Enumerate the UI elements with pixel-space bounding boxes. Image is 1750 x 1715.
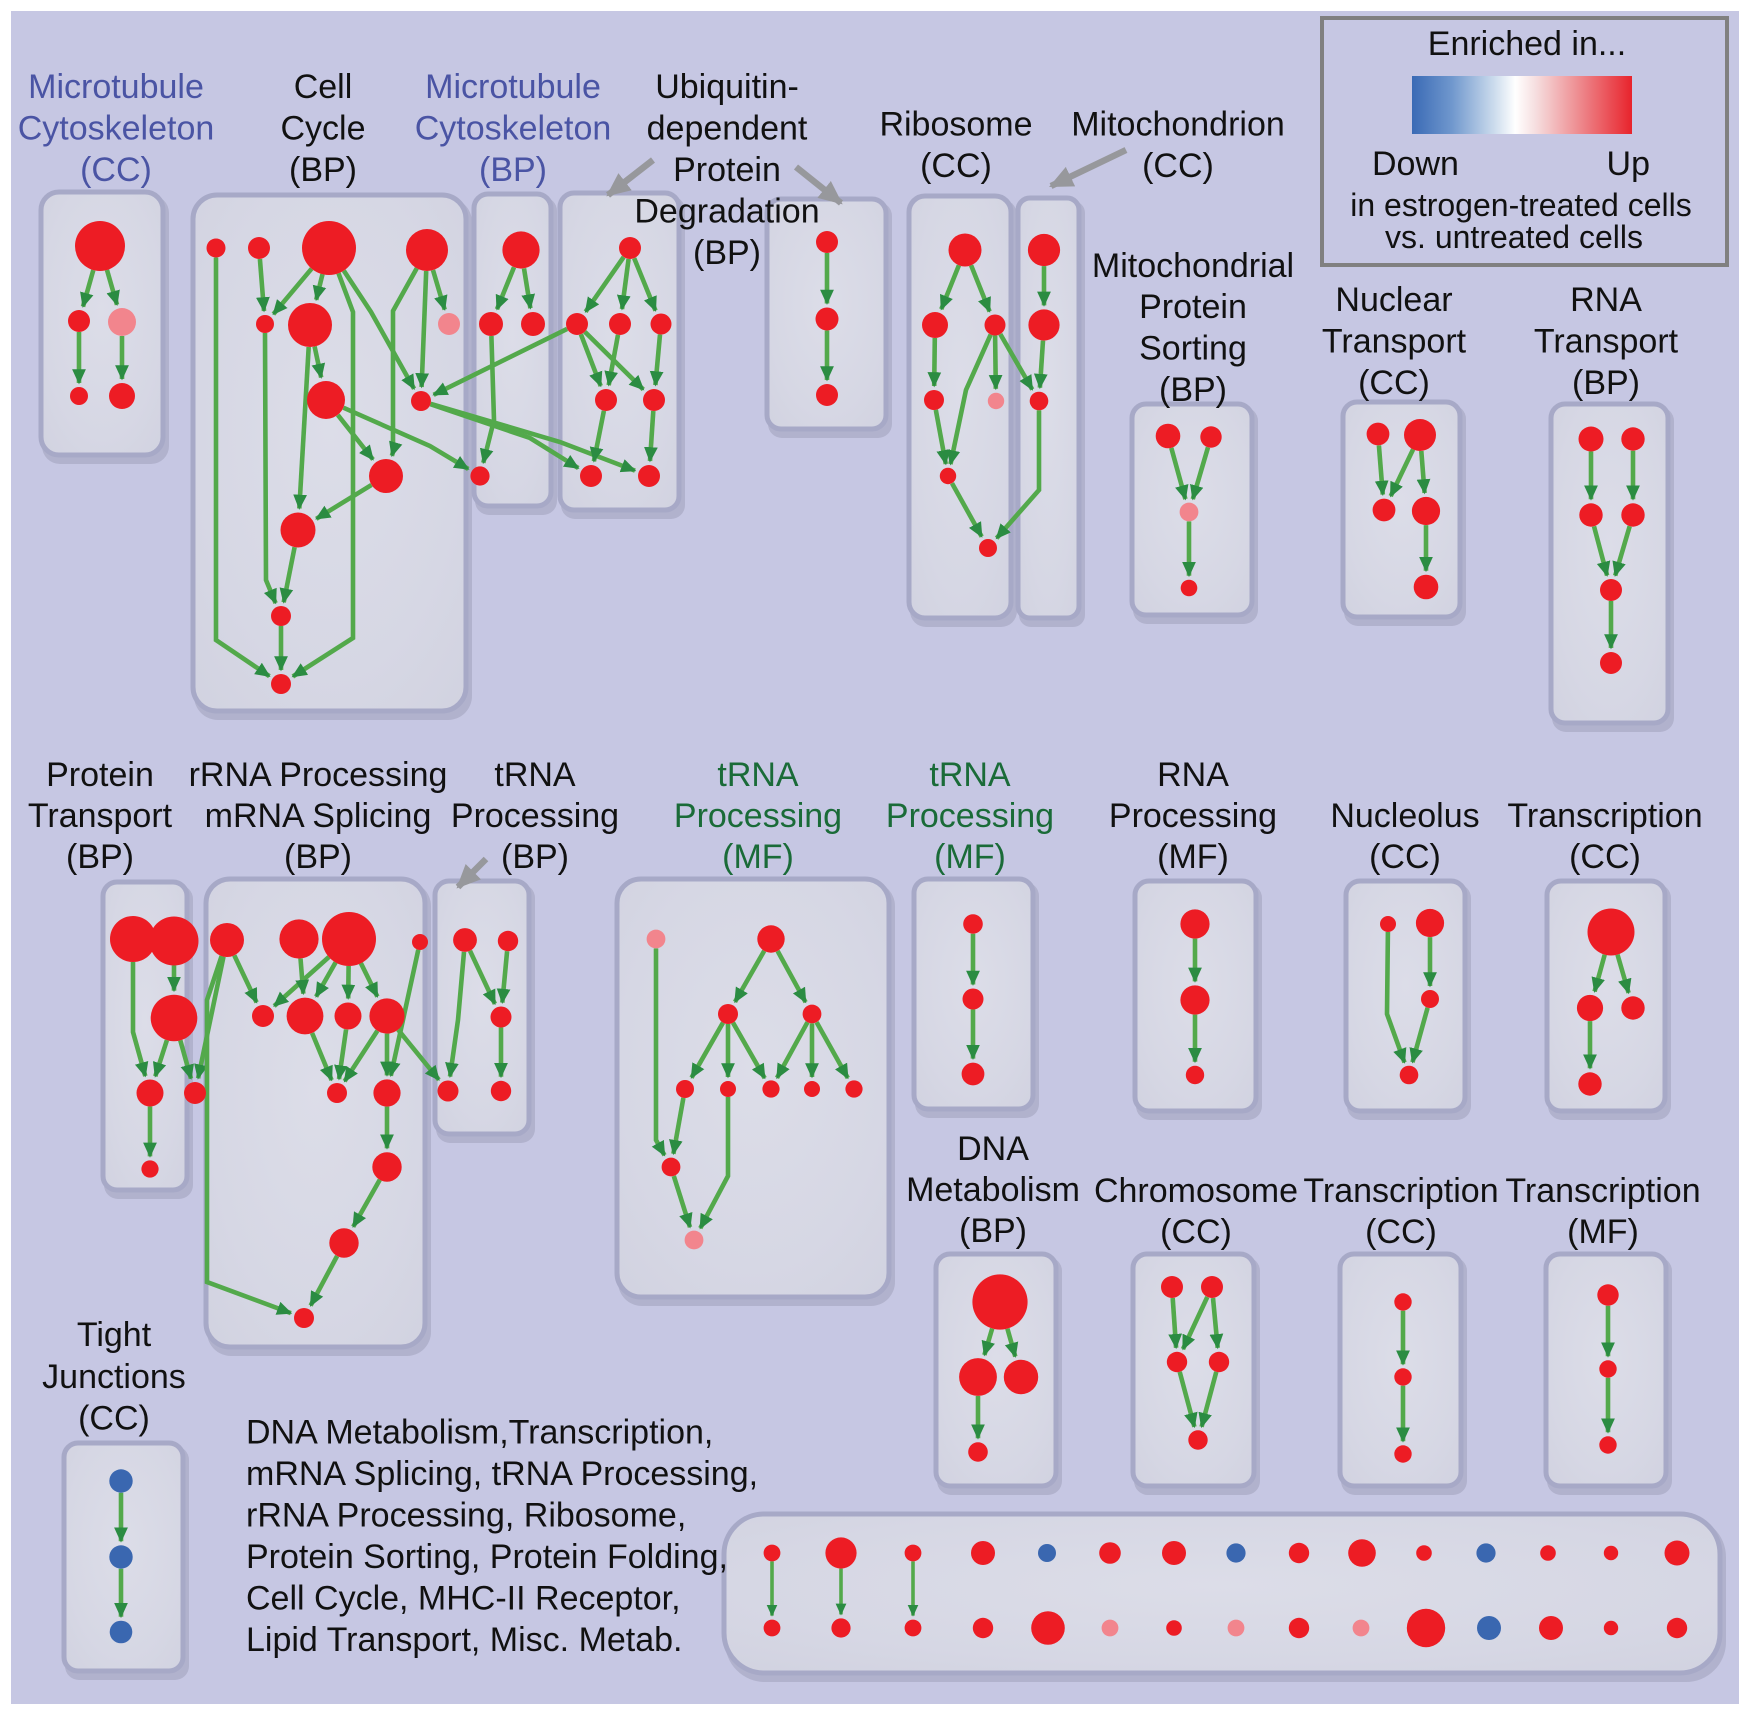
svg-text:Ubiquitin-: Ubiquitin-	[655, 68, 799, 106]
svg-text:(MF): (MF)	[1567, 1213, 1639, 1251]
svg-text:tRNA: tRNA	[494, 756, 576, 794]
svg-text:(CC): (CC)	[1369, 838, 1441, 876]
svg-text:Protein: Protein	[673, 151, 781, 189]
svg-text:Protein: Protein	[1139, 288, 1247, 326]
svg-text:Cell: Cell	[294, 68, 353, 106]
svg-text:in estrogen-treated cells: in estrogen-treated cells	[1350, 187, 1692, 223]
svg-text:tRNA: tRNA	[929, 756, 1011, 794]
svg-text:Mitochondrion: Mitochondrion	[1071, 106, 1285, 144]
svg-text:(BP): (BP)	[284, 838, 352, 876]
svg-text:(BP): (BP)	[289, 151, 357, 189]
svg-text:(MF): (MF)	[722, 838, 794, 876]
svg-text:(CC): (CC)	[78, 1400, 150, 1438]
svg-text:(CC): (CC)	[1358, 364, 1430, 402]
svg-text:(CC): (CC)	[920, 147, 992, 185]
svg-text:(CC): (CC)	[80, 151, 152, 189]
svg-text:Microtubule: Microtubule	[28, 68, 204, 106]
svg-text:(CC): (CC)	[1569, 838, 1641, 876]
svg-text:Metabolism: Metabolism	[906, 1171, 1080, 1209]
svg-text:Junctions: Junctions	[42, 1358, 186, 1396]
svg-text:DNA: DNA	[957, 1130, 1029, 1168]
svg-text:Cytoskeleton: Cytoskeleton	[415, 110, 612, 148]
svg-text:Processing: Processing	[674, 797, 842, 835]
svg-text:RNA: RNA	[1570, 281, 1642, 319]
svg-text:Cell Cycle, MHC-II Receptor,: Cell Cycle, MHC-II Receptor,	[246, 1580, 681, 1618]
svg-text:Ribosome: Ribosome	[879, 106, 1032, 144]
svg-text:Nucleolus: Nucleolus	[1330, 797, 1479, 835]
svg-text:(BP): (BP)	[1572, 364, 1640, 402]
svg-text:(BP): (BP)	[1159, 371, 1227, 409]
svg-text:Cytoskeleton: Cytoskeleton	[18, 110, 215, 148]
svg-text:dependent: dependent	[647, 110, 808, 148]
svg-text:RNA: RNA	[1157, 756, 1229, 794]
svg-text:Processing: Processing	[451, 797, 619, 835]
svg-text:Transport: Transport	[1534, 323, 1679, 361]
svg-text:mRNA Splicing: mRNA Splicing	[205, 797, 432, 835]
svg-text:Nuclear: Nuclear	[1335, 281, 1452, 319]
svg-text:vs. untreated cells: vs. untreated cells	[1385, 219, 1643, 255]
svg-text:Cycle: Cycle	[280, 110, 365, 148]
svg-text:Transport: Transport	[28, 797, 173, 835]
svg-text:Transport: Transport	[1322, 323, 1467, 361]
svg-text:Protein: Protein	[46, 756, 154, 794]
svg-text:(BP): (BP)	[479, 151, 547, 189]
svg-text:(MF): (MF)	[1157, 838, 1229, 876]
svg-text:tRNA: tRNA	[717, 756, 799, 794]
svg-text:Tight: Tight	[77, 1316, 152, 1354]
svg-text:DNA Metabolism,Transcription,: DNA Metabolism,Transcription,	[246, 1414, 713, 1452]
svg-text:Transcription: Transcription	[1507, 797, 1702, 835]
svg-text:(BP): (BP)	[693, 234, 761, 272]
svg-text:(BP): (BP)	[501, 838, 569, 876]
svg-text:Transcription: Transcription	[1505, 1172, 1700, 1210]
svg-text:Lipid Transport, Misc. Metab.: Lipid Transport, Misc. Metab.	[246, 1621, 683, 1659]
svg-text:(BP): (BP)	[959, 1212, 1027, 1250]
svg-text:Mitochondrial: Mitochondrial	[1092, 247, 1294, 285]
svg-text:mRNA Splicing, tRNA Processing: mRNA Splicing, tRNA Processing,	[246, 1455, 758, 1493]
svg-text:Degradation: Degradation	[634, 193, 819, 231]
svg-text:Protein Sorting, Protein Foldi: Protein Sorting, Protein Folding,	[246, 1538, 728, 1576]
svg-text:Processing: Processing	[1109, 797, 1277, 835]
svg-text:(CC): (CC)	[1160, 1213, 1232, 1251]
svg-text:(MF): (MF)	[934, 838, 1006, 876]
svg-text:(CC): (CC)	[1365, 1213, 1437, 1251]
svg-text:Transcription: Transcription	[1303, 1172, 1498, 1210]
svg-text:Sorting: Sorting	[1139, 330, 1247, 368]
svg-text:(CC): (CC)	[1142, 147, 1214, 185]
svg-text:(BP): (BP)	[66, 838, 134, 876]
svg-text:Microtubule: Microtubule	[425, 68, 601, 106]
svg-text:rRNA Processing: rRNA Processing	[189, 756, 448, 794]
svg-text:Enriched in...: Enriched in...	[1428, 25, 1626, 63]
svg-text:Chromosome: Chromosome	[1094, 1172, 1298, 1210]
svg-text:Down: Down	[1372, 145, 1459, 183]
svg-text:rRNA Processing, Ribosome,: rRNA Processing, Ribosome,	[246, 1497, 686, 1535]
svg-text:Processing: Processing	[886, 797, 1054, 835]
svg-text:Up: Up	[1607, 145, 1650, 183]
